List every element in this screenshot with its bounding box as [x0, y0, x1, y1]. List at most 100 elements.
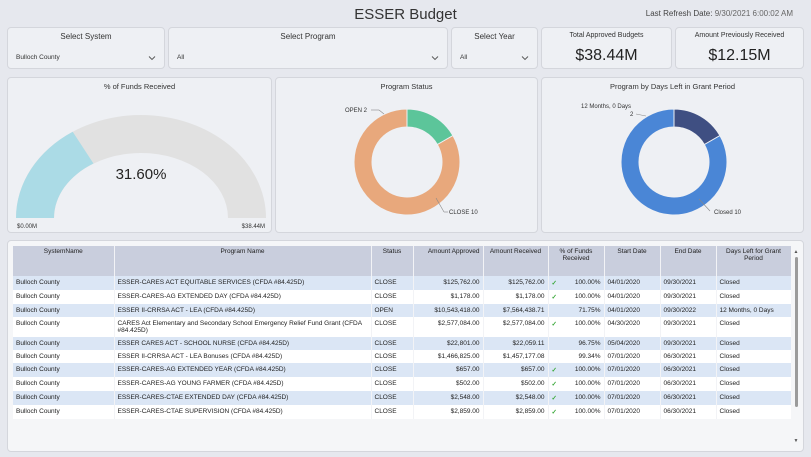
pct-value: 100.00% [574, 279, 601, 286]
gauge-min-label: $0.00M [17, 224, 37, 230]
program-slicer-value[interactable]: All [177, 54, 185, 61]
table-row[interactable]: Bulloch County CARES Act Elementary and S… [13, 317, 791, 337]
funds-received-gauge[interactable]: % of Funds Received 31.60% $0.00M $38.44… [7, 77, 272, 233]
chevron-down-icon[interactable] [148, 54, 156, 62]
program-slicer[interactable]: Select Program All [168, 27, 448, 69]
column-header[interactable]: SystemName [13, 246, 115, 276]
table-cell: ESSER-CARES ACT EQUITABLE SERVICES (CFDA… [114, 276, 372, 290]
table-cell: $2,859.00 [413, 405, 484, 419]
table-cell: 04/01/2020 [604, 304, 661, 317]
table-cell: Bulloch County [13, 276, 115, 290]
donut-slice-open[interactable] [406, 108, 454, 146]
table-cell: 06/30/2021 [660, 405, 717, 419]
pct-value: 100.00% [574, 394, 601, 401]
table-viewport[interactable]: SystemName Program Name Status Amount Appro… [13, 246, 791, 451]
column-header[interactable]: Program Name [114, 246, 372, 276]
days-donut-svg: 12 Months, 0 Days 2 Closed 10 [581, 104, 742, 216]
table-cell: Closed [716, 276, 791, 290]
scroll-down-icon[interactable]: ▼ [793, 438, 799, 444]
checkmark-icon: ✓ [551, 409, 557, 416]
scrollbar[interactable]: ▲ ▼ [793, 249, 799, 444]
gauge-title: % of Funds Received [103, 82, 176, 91]
program-slicer-label: Select Program [280, 32, 336, 41]
scroll-up-icon[interactable]: ▲ [793, 249, 799, 255]
grant-table[interactable]: SystemName Program Name Status Amount Appro… [7, 240, 804, 452]
table-cell: ESSER-CARES-CTAE SUPERVISION (CFDA #84.4… [114, 405, 372, 419]
table-cell: $1,178.00 [483, 290, 549, 304]
table-cell: 96.75% [548, 337, 605, 350]
chevron-down-icon[interactable] [521, 54, 529, 62]
table-cell: Bulloch County [13, 377, 115, 391]
system-slicer-value[interactable]: Bulloch County [16, 54, 60, 61]
table-cell: Bulloch County [13, 304, 115, 317]
table-cell: $7,564,438.71 [483, 304, 549, 317]
donut-slice-close[interactable] [353, 108, 461, 216]
table-cell: CLOSE [371, 290, 414, 304]
table-row[interactable]: Bulloch County ESSER II-CRRSA ACT - LEA B… [13, 350, 791, 363]
column-header[interactable]: Start Date [604, 246, 661, 276]
data-table: SystemName Program Name Status Amount Appro… [13, 246, 791, 419]
table-cell: $2,577,084.00 [483, 317, 549, 337]
table-row[interactable]: Bulloch County ESSER-CARES-AG EXTENDED YE… [13, 363, 791, 377]
days-left-chart[interactable]: Program by Days Left in Grant Period 12 … [541, 77, 804, 233]
table-cell: Closed [716, 405, 791, 419]
column-header[interactable]: Amount Received [483, 246, 549, 276]
column-header[interactable]: % of Funds Received [548, 246, 605, 276]
scrollbar-thumb[interactable] [794, 257, 798, 407]
table-cell: ESSER II-CRRSA ACT - LEA Bonuses (CFDA #… [114, 350, 372, 363]
table-cell: CLOSE [371, 405, 414, 419]
table-cell: CARES Act Elementary and Secondary Schoo… [114, 317, 372, 337]
donut-slice-12-months-0-days[interactable] [673, 108, 721, 146]
column-header[interactable]: Status [371, 246, 414, 276]
gauge-max-label: $38.44M [242, 224, 265, 230]
system-slicer[interactable]: Select System Bulloch County [7, 27, 165, 69]
table-row[interactable]: Bulloch County ESSER II-CRRSA ACT - LEA (… [13, 304, 791, 317]
table-cell: 09/30/2021 [660, 290, 717, 304]
program-status-chart[interactable]: Program Status OPEN 2 CLOSE 10 [275, 77, 538, 233]
table-cell: 06/30/2021 [660, 391, 717, 405]
chevron-down-icon[interactable] [431, 54, 439, 62]
table-row[interactable]: Bulloch County ESSER-CARES-CTAE EXTENDED … [13, 391, 791, 405]
table-cell: $2,859.00 [483, 405, 549, 419]
pct-value: 100.00% [574, 408, 601, 415]
checkmark-icon: ✓ [551, 395, 557, 402]
table-row[interactable]: Bulloch County ESSER-CARES-AG YOUNG FARME… [13, 377, 791, 391]
donut-slice-closed[interactable] [620, 108, 728, 216]
page-title: ESSER Budget [354, 6, 457, 23]
days-label-1: 12 Months, 0 Days [581, 104, 631, 110]
pct-value: 96.75% [578, 340, 601, 347]
table-cell: Closed [716, 350, 791, 363]
table-cell: 09/30/2021 [660, 276, 717, 290]
table-cell: Closed [716, 317, 791, 337]
table-cell: 04/01/2020 [604, 290, 661, 304]
table-cell: Bulloch County [13, 290, 115, 304]
table-row[interactable]: Bulloch County ESSER CARES ACT - SCHOOL N… [13, 337, 791, 350]
year-slicer[interactable]: Select Year All [451, 27, 538, 69]
table-cell: 09/30/2021 [660, 317, 717, 337]
table-cell: CLOSE [371, 363, 414, 377]
table-cell: 04/30/2020 [604, 317, 661, 337]
table-cell: 07/01/2020 [604, 363, 661, 377]
column-header[interactable]: Days Left for Grant Period [716, 246, 791, 276]
table-cell: 12 Months, 0 Days [716, 304, 791, 317]
table-cell: 06/30/2021 [660, 377, 717, 391]
column-header[interactable]: End Date [660, 246, 717, 276]
table-cell: 09/30/2021 [660, 337, 717, 350]
table-cell: 07/01/2020 [604, 377, 661, 391]
table-cell: $2,548.00 [483, 391, 549, 405]
table-row[interactable]: Bulloch County ESSER-CARES-CTAE SUPERVISI… [13, 405, 791, 419]
table-cell: $10,543,418.00 [413, 304, 484, 317]
table-cell: CLOSE [371, 391, 414, 405]
open-label: OPEN 2 [345, 108, 368, 114]
checkmark-icon: ✓ [551, 381, 557, 388]
table-row[interactable]: Bulloch County ESSER-CARES-AG EXTENDED DA… [13, 290, 791, 304]
table-row[interactable]: Bulloch County ESSER-CARES ACT EQUITABLE … [13, 276, 791, 290]
year-slicer-value[interactable]: All [460, 54, 468, 61]
table-cell: Closed [716, 337, 791, 350]
table-cell: Bulloch County [13, 405, 115, 419]
table-cell: 05/04/2020 [604, 337, 661, 350]
kpi-label: Total Approved Budgets [569, 32, 644, 39]
checkmark-icon: ✓ [551, 280, 557, 287]
column-header[interactable]: Amount Approved [413, 246, 484, 276]
gauge-value: 31.60% [116, 166, 167, 183]
